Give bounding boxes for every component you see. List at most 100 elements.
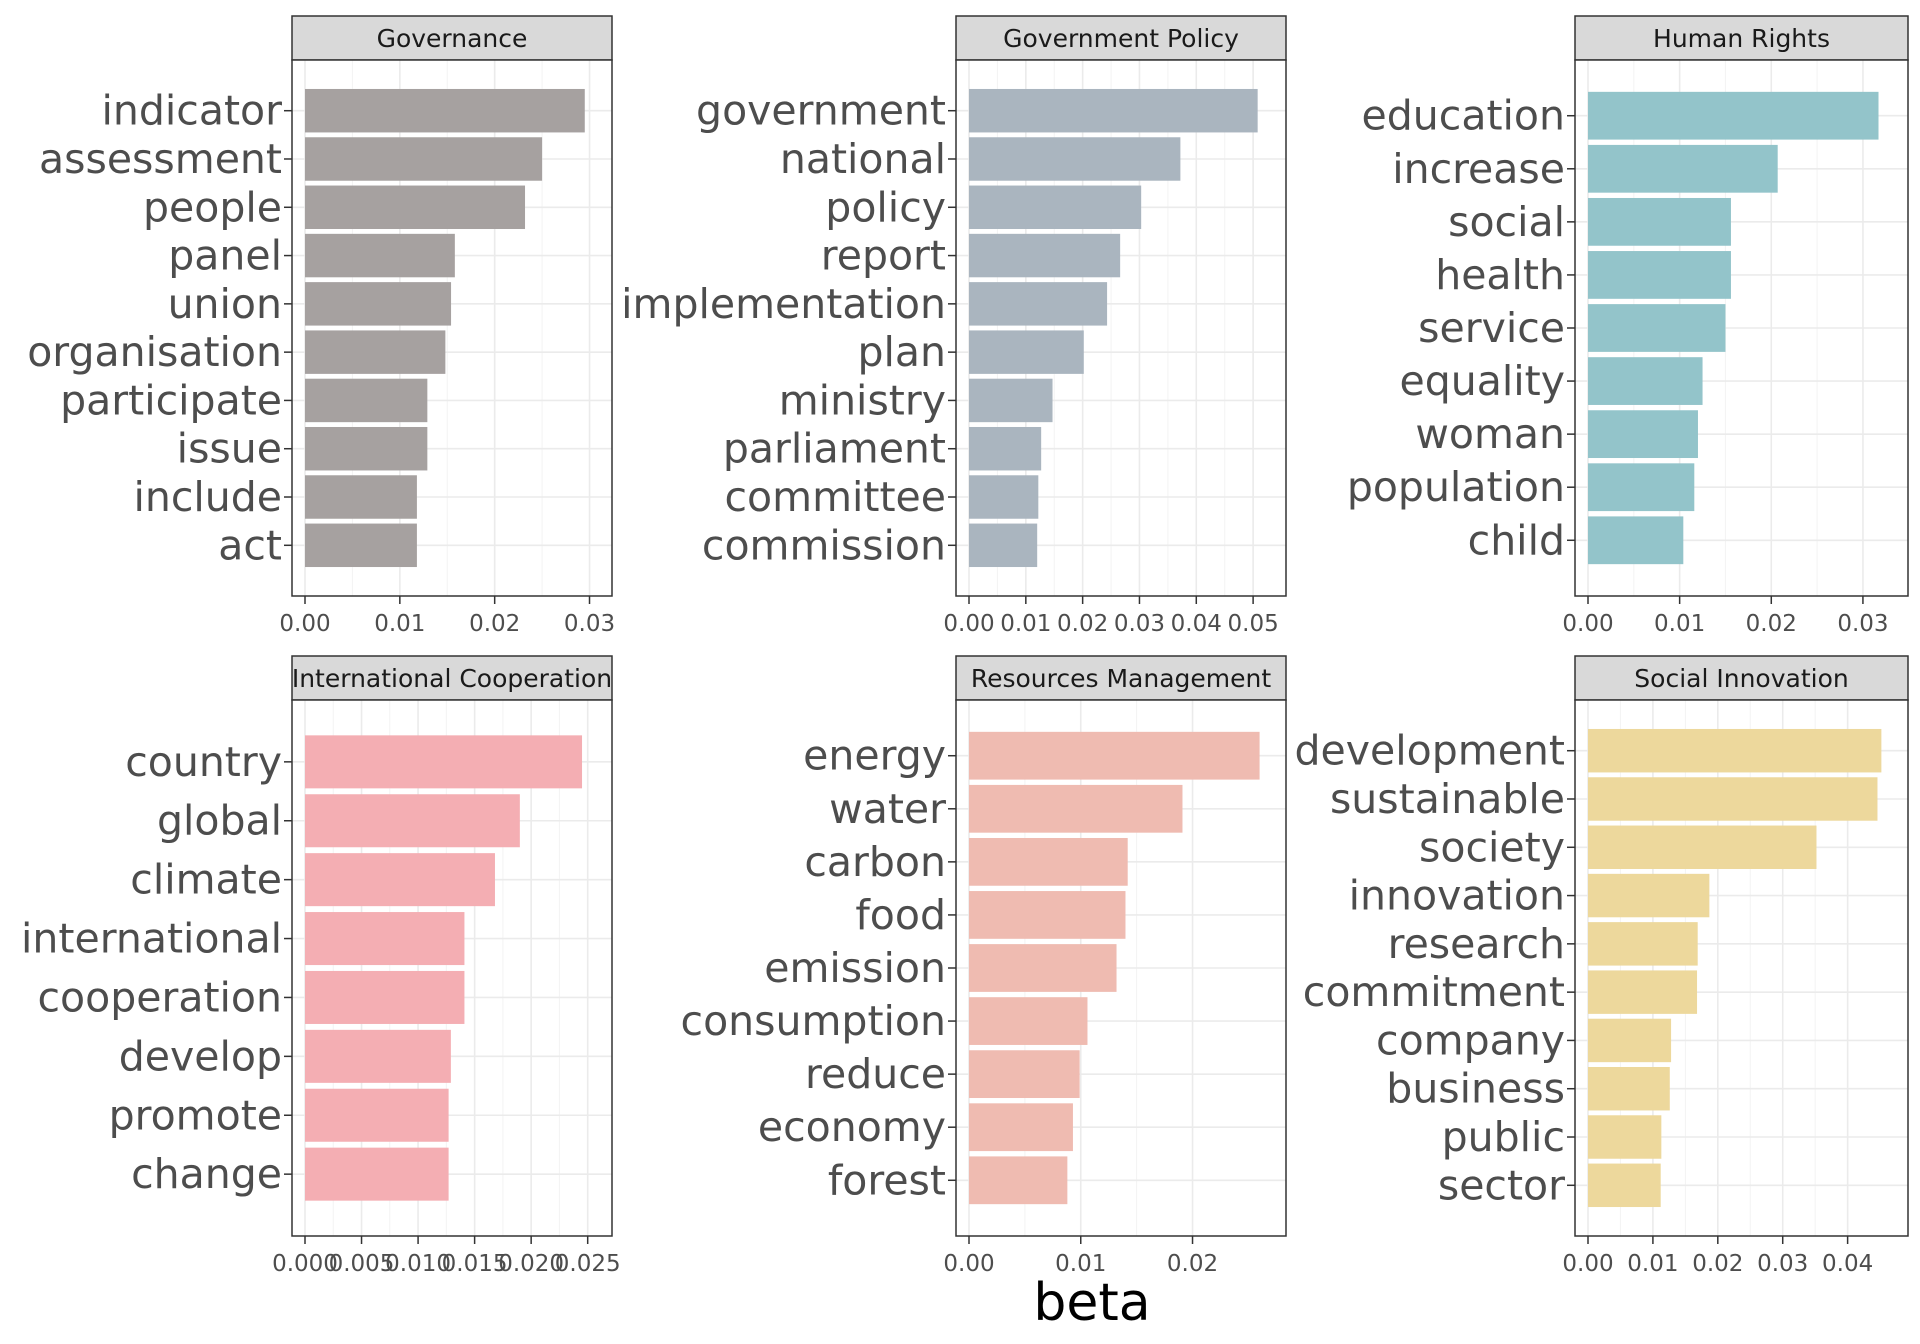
y-tick-label: research	[1388, 920, 1565, 968]
y-tick-label: union	[168, 280, 282, 328]
y-tick-label: policy	[825, 183, 946, 231]
panel-border	[955, 59, 1287, 597]
bar	[305, 853, 495, 907]
x-tick-label: 0.00	[279, 611, 330, 637]
y-tick-label: business	[1386, 1065, 1565, 1113]
y-tick-label: act	[218, 521, 282, 569]
y-tick-label: assessment	[39, 135, 282, 183]
bar	[305, 426, 428, 471]
bar	[969, 137, 1181, 181]
bar	[305, 912, 465, 966]
x-tick-label: 0.01	[1654, 611, 1705, 637]
x-tick-label: 0.000	[272, 1251, 338, 1277]
y-tick-label: sector	[1438, 1161, 1565, 1209]
x-tick-label: 0.02	[1167, 1251, 1218, 1277]
bar	[1588, 970, 1698, 1014]
x-tick-label: 0.01	[1055, 1251, 1106, 1277]
y-tick-label: sustainable	[1330, 775, 1565, 823]
x-tick-label: 0.00	[1562, 1251, 1613, 1277]
facet-strip	[1574, 655, 1909, 701]
bar	[1588, 873, 1710, 918]
x-tick-label: 0.020	[498, 1251, 564, 1277]
bar	[1588, 1115, 1662, 1159]
x-tick-label: 0.05	[1228, 611, 1279, 637]
bar	[305, 1147, 449, 1201]
y-tick-label: child	[1468, 516, 1565, 564]
x-tick-label: 0.02	[469, 611, 520, 637]
y-tick-label: food	[855, 891, 946, 939]
y-tick-label: implementation	[621, 280, 946, 328]
bar	[969, 1156, 1068, 1205]
bar	[1588, 1018, 1672, 1063]
y-tick-label: change	[131, 1150, 282, 1198]
facet-panel: International Cooperation country global cl…	[21, 655, 621, 1277]
panel-border	[1574, 59, 1909, 597]
facet-title: Governance	[377, 24, 528, 53]
facet-title: Resources Management	[971, 664, 1272, 693]
y-tick-label: global	[157, 797, 282, 845]
bar	[969, 233, 1121, 278]
y-tick-label: promote	[109, 1091, 282, 1139]
bar	[969, 891, 1126, 939]
bar	[305, 233, 455, 278]
bar	[1588, 516, 1684, 565]
bar	[1588, 357, 1703, 405]
x-tick-label: 0.03	[1114, 611, 1165, 637]
bar	[305, 475, 417, 519]
bar	[305, 1088, 449, 1142]
x-tick-label: 0.03	[564, 611, 615, 637]
x-tick-label: 0.03	[1837, 611, 1888, 637]
bar	[305, 970, 465, 1024]
facet-title: Social Innovation	[1634, 664, 1848, 693]
y-tick-label: education	[1362, 92, 1565, 140]
x-axis-title: beta	[1033, 1273, 1150, 1333]
bar	[305, 794, 520, 848]
bar	[1588, 463, 1695, 512]
x-tick-label: 0.02	[1692, 1251, 1743, 1277]
bar	[305, 1029, 451, 1083]
bar	[1588, 144, 1778, 193]
y-tick-label: commitment	[1303, 968, 1565, 1016]
y-tick-label: equality	[1400, 357, 1565, 405]
bar	[305, 185, 526, 230]
bar	[969, 426, 1042, 471]
y-tick-label: increase	[1392, 145, 1565, 193]
y-tick-label: public	[1442, 1113, 1565, 1161]
bar	[969, 731, 1260, 780]
facet-title: Government Policy	[1003, 24, 1239, 53]
y-tick-label: develop	[119, 1032, 282, 1080]
y-tick-label: participate	[60, 376, 282, 424]
bar	[969, 997, 1088, 1045]
x-tick-label: 0.04	[1171, 611, 1222, 637]
facet-panel: Human Rights education increase social healt…	[1347, 15, 1909, 637]
bar	[305, 330, 446, 374]
facet-strip	[955, 15, 1287, 61]
y-tick-label: population	[1347, 463, 1565, 511]
y-tick-label: issue	[177, 425, 282, 473]
y-tick-label: health	[1435, 251, 1565, 299]
bar	[1588, 1163, 1661, 1208]
x-tick-label: 0.01	[1000, 611, 1051, 637]
x-tick-label: 0.02	[1746, 611, 1797, 637]
facet-title: Human Rights	[1653, 24, 1830, 53]
bar	[1588, 922, 1698, 966]
bar	[1588, 197, 1731, 246]
x-tick-label: 0.03	[1757, 1251, 1808, 1277]
y-tick-label: innovation	[1349, 872, 1565, 920]
y-tick-label: consumption	[681, 997, 946, 1045]
x-tick-label: 0.00	[943, 611, 994, 637]
x-tick-label: 0.010	[385, 1251, 451, 1277]
y-tick-label: international	[21, 915, 282, 963]
bar	[1588, 91, 1879, 140]
bar	[969, 837, 1128, 886]
y-tick-label: indicator	[102, 87, 283, 135]
bar	[1588, 304, 1726, 352]
bar	[1588, 777, 1878, 821]
facet-panel: Government Policy governmentnationalpolic…	[621, 15, 1287, 637]
x-tick-label: 0.01	[374, 611, 425, 637]
bar	[305, 282, 452, 326]
panel-border	[955, 699, 1287, 1237]
facet-strip	[291, 15, 613, 61]
